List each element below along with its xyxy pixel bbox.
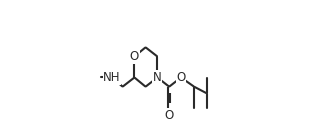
Text: N: N [153,71,162,84]
Text: O: O [176,71,186,84]
Text: O: O [164,109,174,122]
Text: NH: NH [103,71,121,84]
Text: O: O [130,50,139,63]
